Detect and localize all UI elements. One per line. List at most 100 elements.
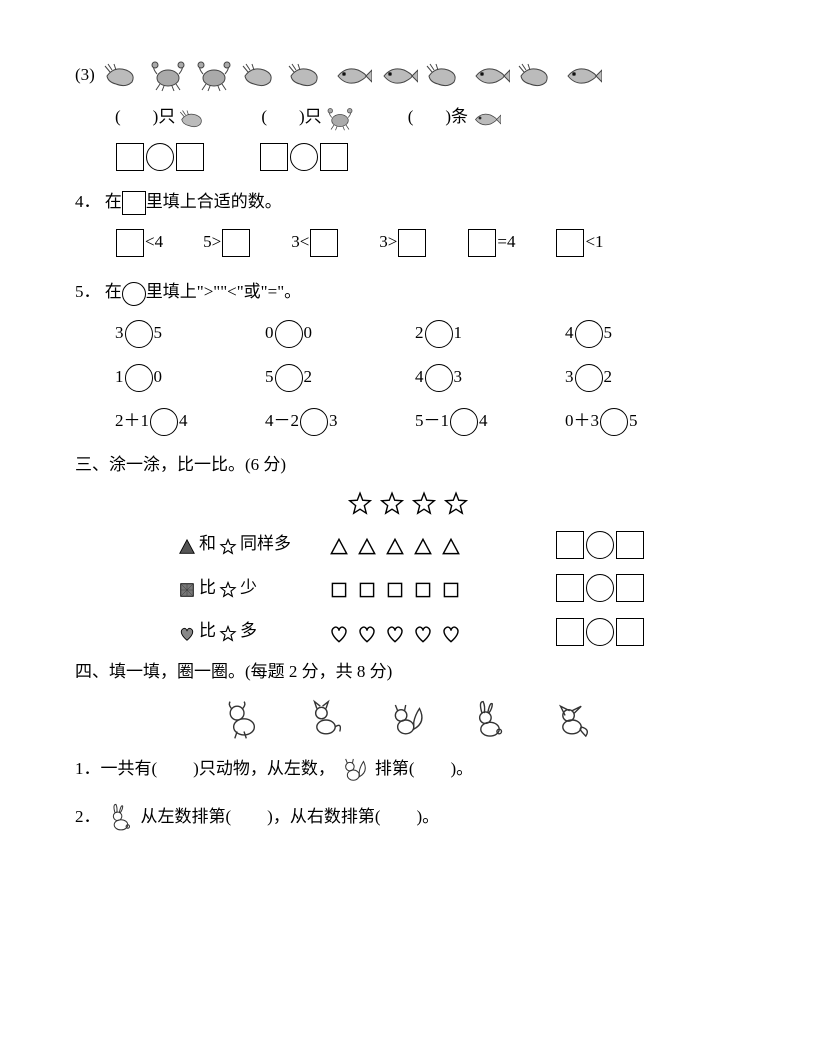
answer-circle[interactable] <box>586 531 614 559</box>
shrimp-icon <box>240 62 280 90</box>
q3-label: (3) <box>75 65 95 84</box>
s4-animals <box>75 697 741 743</box>
answer-box[interactable] <box>116 143 144 171</box>
s4-title: 四、填一填，圈一圈。(每题 2 分，共 8 分) <box>75 659 741 685</box>
answer-circle[interactable] <box>125 320 153 348</box>
shrimp-icon <box>286 62 326 90</box>
heart-icon[interactable] <box>328 617 350 647</box>
text: 从左数排第( <box>141 807 232 826</box>
compare-item: 10 <box>115 364 265 392</box>
count-blank: ()只 <box>115 104 211 131</box>
heart-filled-icon <box>178 619 196 645</box>
q5-num: 5． <box>75 282 101 301</box>
box-icon <box>122 191 146 215</box>
answer-circle[interactable] <box>146 143 174 171</box>
star-icon <box>219 533 237 559</box>
answer-box[interactable] <box>310 229 338 257</box>
triangle-icon[interactable] <box>328 530 350 560</box>
answer-circle[interactable] <box>150 408 178 436</box>
answer-circle[interactable] <box>600 408 628 436</box>
s3-rows: 和同样多 比少 比多 <box>175 529 741 647</box>
answer-box[interactable] <box>468 229 496 257</box>
text: )。 <box>451 759 474 778</box>
text: )只动物，从左数， <box>193 759 335 778</box>
answer-box[interactable] <box>556 618 584 646</box>
star-icon <box>347 490 373 517</box>
q4-item: <1 <box>555 229 603 257</box>
answer-circle[interactable] <box>290 143 318 171</box>
compare-item: 43 <box>415 364 565 392</box>
star-icon <box>379 490 405 517</box>
dog-icon <box>221 697 267 743</box>
answer-circle[interactable] <box>575 320 603 348</box>
square-icon[interactable] <box>440 574 462 604</box>
q4-num: 4． <box>75 192 101 211</box>
triangle-icon[interactable] <box>440 530 462 560</box>
compare-item: 4－23 <box>265 408 415 436</box>
s4-q1: 1．一共有( )只动物，从左数， 排第( )。 <box>75 753 741 787</box>
triangle-icon[interactable] <box>384 530 406 560</box>
heart-icon[interactable] <box>384 617 406 647</box>
answer-circle[interactable] <box>575 364 603 392</box>
q4-text2: 里填上合适的数。 <box>146 192 282 211</box>
square-icon[interactable] <box>356 574 378 604</box>
square-filled-icon <box>178 576 196 602</box>
fish-icon <box>562 62 602 90</box>
answer-box[interactable] <box>556 574 584 602</box>
cat-icon <box>303 697 349 743</box>
square-icon[interactable] <box>412 574 434 604</box>
star-icon <box>219 576 237 602</box>
answer-box[interactable] <box>222 229 250 257</box>
triangle-filled-icon <box>178 533 196 559</box>
answer-box[interactable] <box>556 229 584 257</box>
answer-box[interactable] <box>616 574 644 602</box>
answer-circle[interactable] <box>125 364 153 392</box>
text: 排第( <box>375 759 415 778</box>
shrimp-icon <box>178 105 208 131</box>
answer-box[interactable] <box>176 143 204 171</box>
fish-icon <box>332 62 372 90</box>
triangle-icon[interactable] <box>412 530 434 560</box>
square-icon[interactable] <box>328 574 350 604</box>
text: )，从右数排第( <box>267 807 380 826</box>
squirrel-icon <box>338 753 372 787</box>
shrimp-icon <box>516 62 556 90</box>
answer-circle[interactable] <box>275 320 303 348</box>
fox-icon <box>549 697 595 743</box>
q4-item: =4 <box>467 229 515 257</box>
answer-box[interactable] <box>398 229 426 257</box>
compare-item: 21 <box>415 320 565 348</box>
answer-circle[interactable] <box>300 408 328 436</box>
answer-circle[interactable] <box>275 364 303 392</box>
answer-box[interactable] <box>320 143 348 171</box>
answer-circle[interactable] <box>425 320 453 348</box>
shrimp-icon <box>424 62 464 90</box>
rabbit-icon <box>104 801 138 835</box>
answer-box[interactable] <box>556 531 584 559</box>
answer-box[interactable] <box>616 531 644 559</box>
heart-icon[interactable] <box>356 617 378 647</box>
fish-icon <box>470 62 510 90</box>
triangle-icon[interactable] <box>356 530 378 560</box>
rabbit-icon <box>467 697 513 743</box>
fish-icon <box>471 105 501 131</box>
answer-circle[interactable] <box>425 364 453 392</box>
star-icon <box>443 490 469 517</box>
q4-item: 5> <box>203 229 251 257</box>
answer-box[interactable] <box>616 618 644 646</box>
crab-icon <box>148 60 188 92</box>
square-icon[interactable] <box>384 574 406 604</box>
answer-box[interactable] <box>116 229 144 257</box>
answer-circle[interactable] <box>586 618 614 646</box>
compare-item: 5－14 <box>415 408 565 436</box>
answer-circle[interactable] <box>450 408 478 436</box>
q4-items: <45>3<3>=4<1 <box>115 229 741 257</box>
answer-box[interactable] <box>260 143 288 171</box>
q3-icons-row: (3) <box>75 60 741 92</box>
heart-icon[interactable] <box>440 617 462 647</box>
compare-item: 2＋14 <box>115 408 265 436</box>
heart-icon[interactable] <box>412 617 434 647</box>
text: 1．一共有( <box>75 759 157 778</box>
answer-circle[interactable] <box>586 574 614 602</box>
q4-item: 3> <box>379 229 427 257</box>
